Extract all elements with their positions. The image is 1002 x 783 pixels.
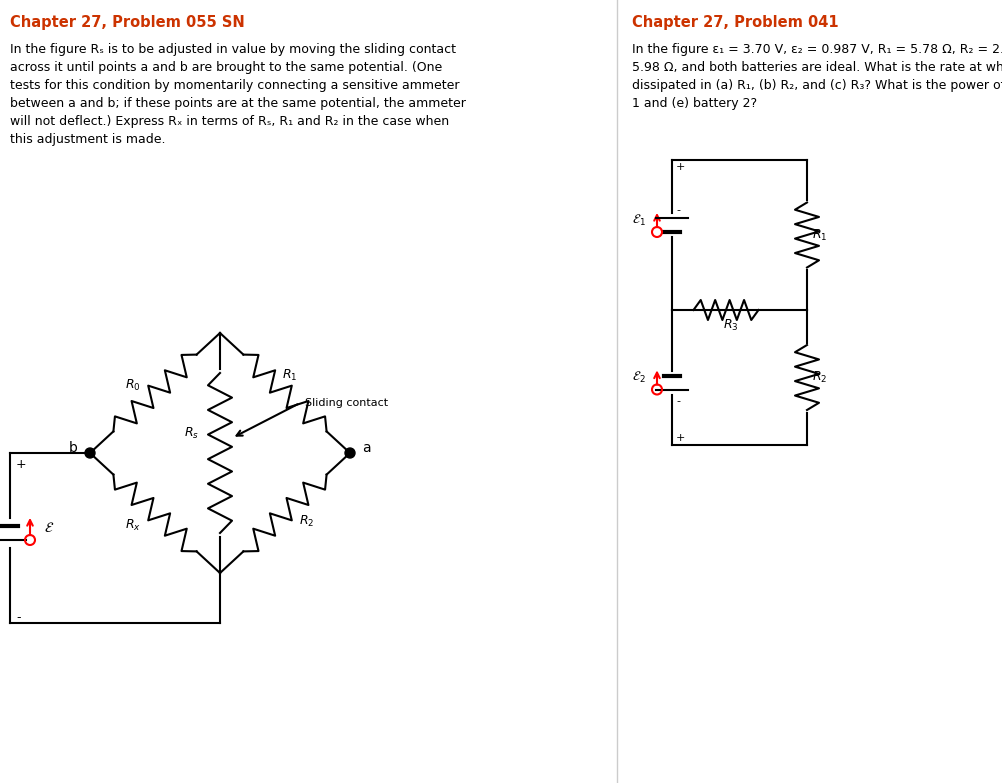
Text: $R_1$: $R_1$: [812, 227, 828, 243]
Text: will not deflect.) Express Rₓ in terms of Rₛ, R₁ and R₂ in the case when: will not deflect.) Express Rₓ in terms o…: [10, 115, 449, 128]
Text: a: a: [362, 441, 371, 455]
Text: Chapter 27, Problem 055 SN: Chapter 27, Problem 055 SN: [10, 15, 244, 30]
Text: Sliding contact: Sliding contact: [305, 398, 388, 408]
Text: tests for this condition by momentarily connecting a sensitive ammeter: tests for this condition by momentarily …: [10, 79, 460, 92]
Text: $R_1$: $R_1$: [283, 367, 298, 383]
Text: dissipated in (a) R₁, (b) R₂, and (c) R₃? What is the power of (d) battery: dissipated in (a) R₁, (b) R₂, and (c) R₃…: [632, 79, 1002, 92]
Text: +: +: [16, 458, 27, 471]
Text: $R_2$: $R_2$: [300, 514, 315, 529]
Text: In the figure ε₁ = 3.70 V, ε₂ = 0.987 V, R₁ = 5.78 Ω, R₂ = 2.86 Ω, R₃ =: In the figure ε₁ = 3.70 V, ε₂ = 0.987 V,…: [632, 43, 1002, 56]
Text: between a and b; if these points are at the same potential, the ammeter: between a and b; if these points are at …: [10, 97, 466, 110]
Text: +: +: [676, 433, 685, 443]
Text: Chapter 27, Problem 041: Chapter 27, Problem 041: [632, 15, 839, 30]
Text: +: +: [676, 162, 685, 172]
Circle shape: [345, 448, 355, 458]
Text: $\mathcal{E}$: $\mathcal{E}$: [44, 521, 54, 535]
Text: this adjustment is made.: this adjustment is made.: [10, 133, 165, 146]
Text: 5.98 Ω, and both batteries are ideal. What is the rate at which energy is: 5.98 Ω, and both batteries are ideal. Wh…: [632, 61, 1002, 74]
Text: $R_0$: $R_0$: [125, 377, 141, 392]
Text: $\mathcal{E}_1$: $\mathcal{E}_1$: [632, 212, 646, 228]
Text: -: -: [676, 396, 680, 406]
Text: $R_2$: $R_2$: [812, 370, 828, 385]
Text: $R_3$: $R_3$: [723, 318, 738, 333]
Text: In the figure Rₛ is to be adjusted in value by moving the sliding contact: In the figure Rₛ is to be adjusted in va…: [10, 43, 456, 56]
Text: across it until points a and b are brought to the same potential. (One: across it until points a and b are broug…: [10, 61, 442, 74]
Circle shape: [85, 448, 95, 458]
Text: $R_s$: $R_s$: [184, 425, 199, 441]
Text: b: b: [69, 441, 78, 455]
Text: -: -: [16, 611, 20, 624]
Text: 1 and (e) battery 2?: 1 and (e) battery 2?: [632, 97, 758, 110]
Text: $\mathcal{E}_2$: $\mathcal{E}_2$: [632, 370, 646, 385]
Text: -: -: [676, 205, 680, 215]
Text: $R_x$: $R_x$: [125, 518, 141, 532]
